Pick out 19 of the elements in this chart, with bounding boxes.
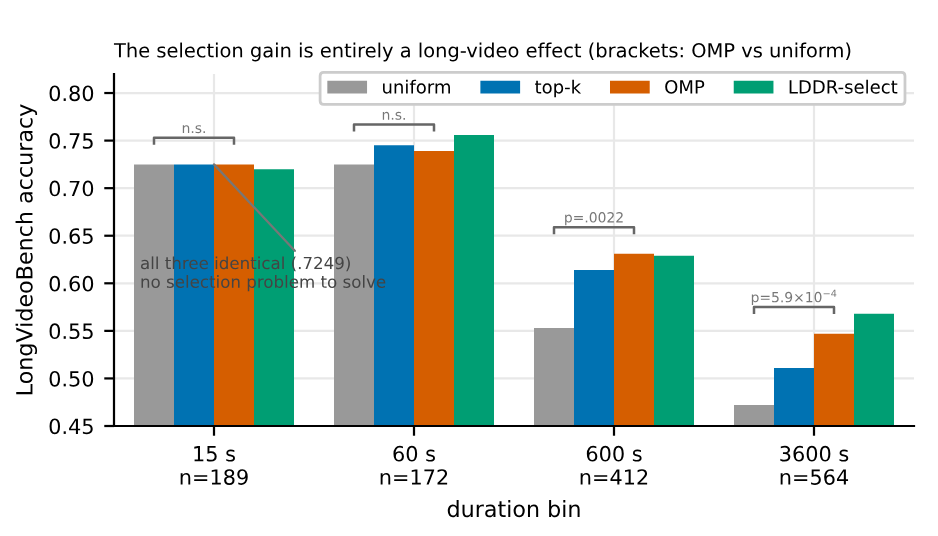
y-tick-label: 0.70 xyxy=(49,180,94,197)
legend-label: top-k xyxy=(535,79,582,98)
y-tick-label: 0.55 xyxy=(49,323,93,340)
y-tick-label: 0.75 xyxy=(49,133,93,149)
y-tick-label: 0.45 xyxy=(49,418,93,435)
chart-title: The selection gain is entirely a long-video effect (brackets: OMP vs uniform) xyxy=(113,42,851,62)
x-tick-label: 600 s n=412 xyxy=(580,445,648,485)
x-tick-label: 15 s n=189 xyxy=(180,446,248,485)
y-tick-label: 0.50 xyxy=(49,370,94,387)
x-tick-label: 60 s n=172 xyxy=(380,445,448,485)
y-axis-title: LongVideoBench accuracy xyxy=(15,104,38,395)
legend-label: uniform xyxy=(383,79,450,94)
legend-label: LDDR-select xyxy=(789,79,898,94)
x-axis-title: duration bin xyxy=(447,500,580,518)
y-tick-label: 0.60 xyxy=(49,275,94,292)
legend-label: OMP xyxy=(665,80,705,94)
x-tick-label: 3600 s n=564 xyxy=(780,445,849,485)
y-tick-label: 0.65 xyxy=(49,228,93,244)
y-tick-label: 0.80 xyxy=(49,85,94,102)
